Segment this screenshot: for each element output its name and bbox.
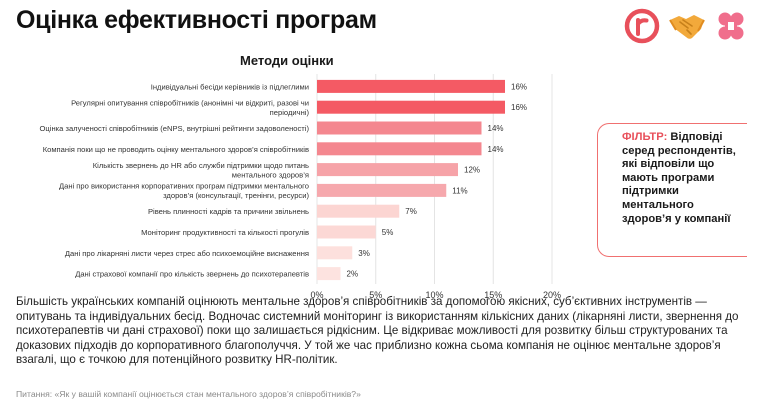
page-title: Оцінка ефективності програм [16, 6, 377, 34]
hashtag-heart-icon [718, 12, 744, 40]
filter-label: ФІЛЬТР: [622, 131, 668, 143]
bar [317, 225, 376, 239]
bar [317, 267, 341, 281]
value-label: 2% [347, 270, 359, 279]
x-tick-label: 5% [369, 290, 382, 300]
value-label: 11% [452, 186, 467, 195]
value-label: 12% [464, 166, 480, 175]
chart-title: Методи оцінки [240, 53, 334, 68]
bar [317, 121, 482, 135]
category-label: Кількість звернень до HR або служби підт… [93, 161, 309, 179]
value-label: 14% [488, 145, 504, 154]
question-footnote: Питання: «Як у вашій компанії оцінюється… [16, 389, 361, 399]
filter-text: Відповіді серед респондентів, які відпов… [622, 131, 736, 225]
value-label: 7% [405, 207, 417, 216]
value-label: 5% [382, 228, 394, 237]
bar-chart: 0% 5% 10% 15% 20% Індивідуальні бесіди керівн… [40, 74, 561, 300]
bar [317, 100, 505, 114]
summary-text: Більшість українських компаній оцінюють … [16, 295, 739, 367]
partner-logos [624, 8, 748, 44]
x-tick-label: 15% [484, 290, 502, 300]
x-tick-label: 20% [543, 290, 561, 300]
handshake-icon [669, 15, 705, 39]
bar [317, 246, 353, 260]
category-label: Дані про лікарняні листи через стрес або… [65, 249, 309, 258]
category-label: Дані про використання корпоративних прог… [59, 182, 310, 200]
x-tick-label: 10% [425, 290, 443, 300]
category-label: Індивідуальні бесіди керівників із підле… [151, 82, 309, 91]
bar [317, 204, 400, 218]
value-label: 14% [488, 124, 504, 133]
value-label: 3% [358, 249, 370, 258]
category-label: Оцінка залученості співробітників (eNPS,… [40, 124, 310, 133]
bar [317, 163, 458, 177]
category-label: Рівень плинності кадрів та причини звіль… [148, 207, 309, 216]
bar [317, 79, 505, 93]
bar [317, 142, 482, 156]
category-label: Регулярні опитування співробітників (ано… [71, 99, 309, 117]
value-label: 16% [511, 103, 527, 112]
bar [317, 183, 447, 197]
r-circle-logo-icon [624, 8, 660, 44]
value-label: 16% [511, 82, 527, 91]
x-tick-label: 0% [310, 290, 323, 300]
category-label: Дані страхової компанії про кількість зв… [75, 270, 309, 279]
filter-note: ФІЛЬТР: Відповіді серед респондентів, як… [597, 123, 747, 257]
category-label: Компанія поки що не проводить оцінку мен… [43, 145, 309, 154]
category-label: Моніторинг продуктивності та кількості п… [141, 228, 309, 237]
